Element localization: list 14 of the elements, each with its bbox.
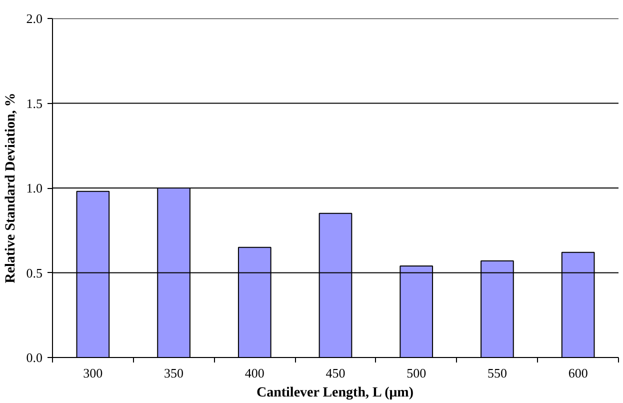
y-tick-label: 1.0 (26, 180, 42, 196)
x-tick-label: 400 (244, 366, 264, 380)
x-tick-label: 300 (83, 366, 103, 380)
y-tick-label: 2.0 (26, 11, 42, 26)
x-tick-label: 350 (164, 366, 184, 380)
x-tick-label: 600 (568, 366, 588, 380)
y-tick-label: 1.5 (26, 96, 42, 111)
x-tick-label: 500 (406, 366, 426, 380)
y-tick-label: 0.0 (26, 350, 42, 365)
x-tick-label: 450 (326, 366, 346, 380)
x-tick-label: 550 (487, 366, 507, 380)
y-tick-label: 0.5 (26, 265, 42, 280)
x-axis-title: Cantilever Length, L (μm) (256, 386, 414, 400)
y-axis-title: Relative Standard Deviation, % (3, 92, 18, 284)
